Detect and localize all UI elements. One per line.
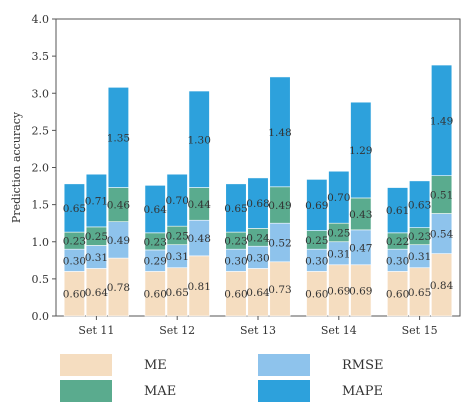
bar-segment-mape <box>387 187 409 234</box>
bar-segment-mape <box>63 183 85 233</box>
data-label-mape: 1.30 <box>188 134 211 146</box>
data-label-mae: 0.49 <box>268 200 291 212</box>
bar-segment-mape <box>306 179 328 231</box>
bar-segment-mape <box>269 76 291 188</box>
data-label-mae: 0.25 <box>85 231 108 243</box>
x-tick-label-2: Set 13 <box>240 324 276 337</box>
data-label-mape: 0.64 <box>144 204 168 216</box>
data-label-me: 0.69 <box>349 285 372 297</box>
data-label-me: 0.81 <box>188 281 211 293</box>
data-label-mae: 0.22 <box>386 236 409 248</box>
data-label-rmse: 0.52 <box>268 237 291 249</box>
data-label-rmse: 0.30 <box>224 255 247 267</box>
data-label-rmse: 0.47 <box>349 242 372 254</box>
data-label-mae: 0.23 <box>144 236 167 248</box>
data-label-mape: 0.70 <box>327 192 350 204</box>
y-tick-label-6: 3.0 <box>32 87 50 100</box>
data-label-rmse: 0.31 <box>408 251 431 263</box>
bar-segment-mape <box>85 173 107 228</box>
x-tick-label-4: Set 15 <box>402 324 438 337</box>
y-tick-label-1: 0.5 <box>32 273 50 286</box>
bar-segment-mape <box>188 90 210 188</box>
y-tick-label-2: 1.0 <box>32 236 50 249</box>
data-label-mae: 0.44 <box>188 199 212 211</box>
data-label-me: 0.78 <box>107 282 130 294</box>
data-label-mape: 0.68 <box>246 198 269 210</box>
data-label-rmse: 0.30 <box>63 255 86 267</box>
data-label-mape: 1.29 <box>349 145 372 157</box>
data-label-rmse: 0.31 <box>327 248 350 260</box>
data-label-me: 0.73 <box>268 284 291 296</box>
x-tick-label-0: Set 11 <box>78 324 114 337</box>
data-label-me: 0.69 <box>327 285 350 297</box>
data-label-mape: 0.65 <box>224 203 247 215</box>
bar-segment-mape <box>431 64 453 176</box>
bar-segment-mape <box>247 177 269 229</box>
data-label-rmse: 0.49 <box>107 235 130 247</box>
x-tick-label-3: Set 14 <box>321 324 357 337</box>
y-tick-label-0: 0.0 <box>32 310 50 323</box>
data-label-mae: 0.23 <box>224 236 247 248</box>
data-label-rmse: 0.30 <box>305 255 328 267</box>
data-label-me: 0.64 <box>246 287 270 299</box>
data-label-mae: 0.46 <box>107 200 131 212</box>
data-label-mape: 0.70 <box>166 195 189 207</box>
y-tick-label-8: 4.0 <box>32 13 50 26</box>
data-label-mae: 0.25 <box>166 230 189 242</box>
bar-segment-mape <box>328 170 350 224</box>
bar-segment-mape <box>409 180 431 228</box>
bar-segment-mape <box>144 185 166 234</box>
data-label-me: 0.60 <box>224 289 247 301</box>
data-label-mae: 0.24 <box>246 232 270 244</box>
bar-segment-mape <box>107 87 129 188</box>
bar-segment-mape <box>350 101 372 199</box>
y-tick-label-5: 2.5 <box>32 124 50 137</box>
data-label-rmse: 0.54 <box>430 229 454 241</box>
data-label-mape: 0.61 <box>386 205 409 217</box>
data-label-mae: 0.43 <box>349 209 372 221</box>
data-label-me: 0.60 <box>386 289 409 301</box>
data-label-mape: 0.65 <box>63 203 86 215</box>
data-label-mae: 0.25 <box>305 235 328 247</box>
data-label-me: 0.60 <box>63 289 86 301</box>
data-label-rmse: 0.30 <box>246 252 269 264</box>
data-label-rmse: 0.31 <box>85 252 108 264</box>
data-label-me: 0.65 <box>166 287 189 299</box>
data-label-mae: 0.23 <box>63 236 86 248</box>
data-label-mae: 0.51 <box>430 190 453 202</box>
data-label-mape: 0.69 <box>305 200 328 212</box>
y-tick-label-4: 2.0 <box>32 162 50 175</box>
data-label-rmse: 0.29 <box>144 256 167 268</box>
y-tick-label-7: 3.5 <box>32 50 50 63</box>
bar-segment-mape <box>166 173 188 227</box>
data-label-me: 0.64 <box>85 287 109 299</box>
data-label-mape: 1.35 <box>107 132 130 144</box>
y-axis-title: Prediction accuracy <box>10 111 23 223</box>
x-tick-label-1: Set 12 <box>159 324 195 337</box>
data-label-rmse: 0.30 <box>386 255 409 267</box>
data-label-me: 0.60 <box>144 289 167 301</box>
data-label-rmse: 0.31 <box>166 251 189 263</box>
bar-segment-mape <box>225 183 247 233</box>
y-tick-label-3: 1.5 <box>32 199 50 212</box>
data-label-mae: 0.23 <box>408 231 431 243</box>
data-label-me: 0.84 <box>430 280 454 292</box>
data-label-me: 0.60 <box>305 289 328 301</box>
data-label-rmse: 0.48 <box>188 233 211 245</box>
data-label-mape: 1.48 <box>268 127 291 139</box>
data-label-mape: 0.71 <box>85 196 108 208</box>
data-label-mape: 1.49 <box>430 115 453 127</box>
data-label-mape: 0.63 <box>408 199 431 211</box>
data-label-me: 0.65 <box>408 287 431 299</box>
data-label-mae: 0.25 <box>327 227 350 239</box>
